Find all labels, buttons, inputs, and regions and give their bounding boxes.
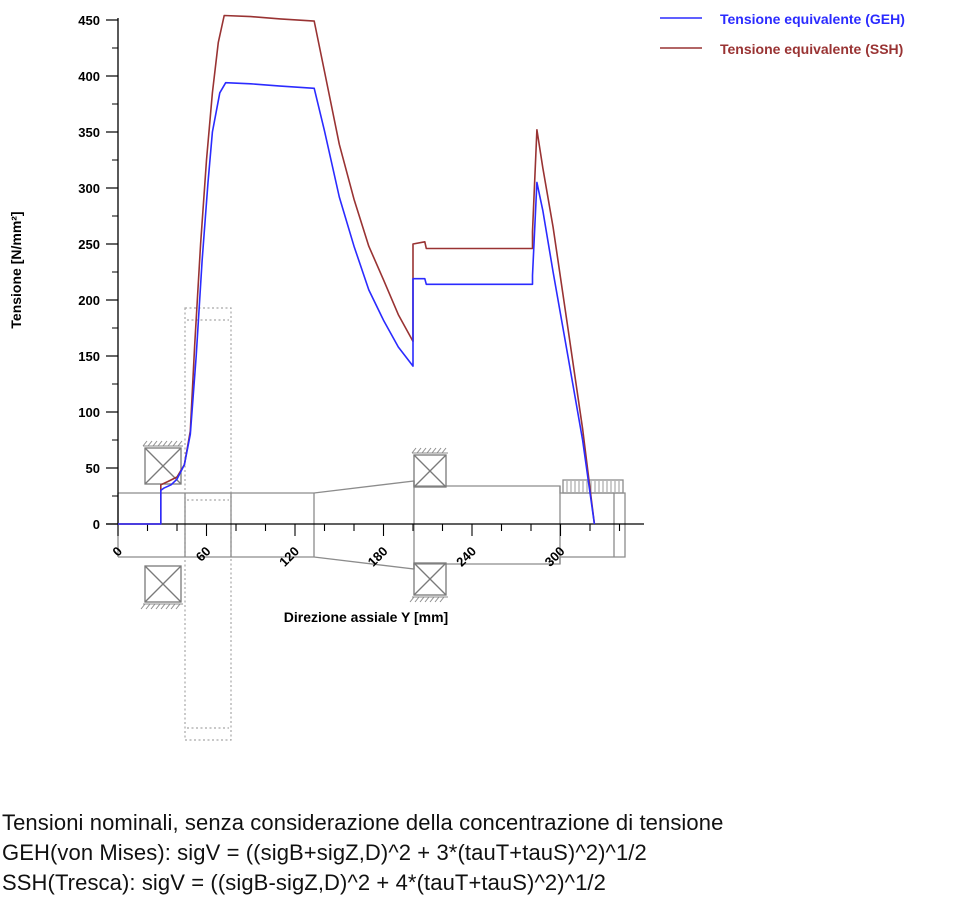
legend-label: Tensione equivalente (SSH)	[720, 41, 903, 57]
y-tick-label: 200	[78, 293, 100, 308]
x-tick-label: 240	[453, 544, 479, 570]
hatch-mark	[429, 596, 435, 603]
x-tick-label: 60	[193, 544, 214, 565]
hatch-mark	[426, 447, 432, 454]
bearing-left-bottom	[143, 565, 183, 605]
hatch-mark	[441, 447, 447, 454]
legend: Tensione equivalente (GEH) Tensione equiv…	[660, 11, 905, 57]
y-tick-label: 50	[86, 461, 100, 476]
bearing-right-bottom	[412, 562, 448, 598]
x-axis-title: Direzione assiale Y [mm]	[284, 609, 448, 625]
y-tick-label: 400	[78, 69, 100, 84]
hatch-mark	[409, 596, 415, 603]
y-tick-label: 100	[78, 405, 100, 420]
hatch-mark	[155, 603, 161, 610]
hatch-mark	[439, 596, 445, 603]
hatch-mark	[421, 447, 427, 454]
hatch-mark	[411, 447, 417, 454]
hatch-mark	[162, 440, 168, 447]
spline-section	[562, 479, 624, 494]
x-tick-label: 300	[542, 544, 568, 570]
bearing-right-top	[412, 452, 448, 488]
series-line-ssh	[118, 14, 596, 525]
hatch-mark	[419, 596, 425, 603]
y-tick-label: 350	[78, 125, 100, 140]
hatch-mark	[175, 603, 181, 610]
hatch-mark	[147, 440, 153, 447]
hatch-mark	[424, 596, 430, 603]
y-tick-label: 450	[78, 13, 100, 28]
y-ticks: 0 50 100 150 200 250 300 350 400 450	[78, 13, 118, 532]
hatch-mark	[145, 603, 151, 610]
hatch-mark	[416, 447, 422, 454]
hatch-mark	[160, 603, 166, 610]
y-axis-title: Tensione [N/mm²]	[8, 211, 24, 328]
notes: Tensioni nominali, senza considerazione …	[2, 808, 723, 898]
hatch-mark	[431, 447, 437, 454]
hatch-mark	[142, 440, 148, 447]
y-tick-label: 150	[78, 349, 100, 364]
hatch-mark	[157, 440, 163, 447]
note-line-2: GEH(von Mises): sigV = ((sigB+sigZ,D)^2 …	[2, 840, 647, 865]
hatch-mark	[152, 440, 158, 447]
note-line-3: SSH(Tresca): sigV = ((sigB-sigZ,D)^2 + 4…	[2, 870, 606, 895]
shaft-drawing	[117, 307, 626, 741]
hatch-mark	[167, 440, 173, 447]
hatch-mark	[177, 440, 183, 447]
hatch-mark	[170, 603, 176, 610]
note-line-1: Tensioni nominali, senza considerazione …	[2, 810, 724, 835]
x-tick-label: 120	[276, 544, 302, 570]
hatch-mark	[150, 603, 156, 610]
hatch-mark	[172, 440, 178, 447]
hatch-mark	[436, 447, 442, 454]
hatch-mark	[434, 596, 440, 603]
y-tick-label: 300	[78, 181, 100, 196]
hatch-mark	[140, 603, 146, 610]
series-layer	[118, 14, 596, 525]
hatch-mark	[165, 603, 171, 610]
y-tick-label: 250	[78, 237, 100, 252]
legend-label: Tensione equivalente (GEH)	[720, 11, 905, 27]
hatch-mark	[414, 596, 420, 603]
y-tick-label: 0	[93, 517, 100, 532]
series-line-geh	[118, 81, 596, 525]
